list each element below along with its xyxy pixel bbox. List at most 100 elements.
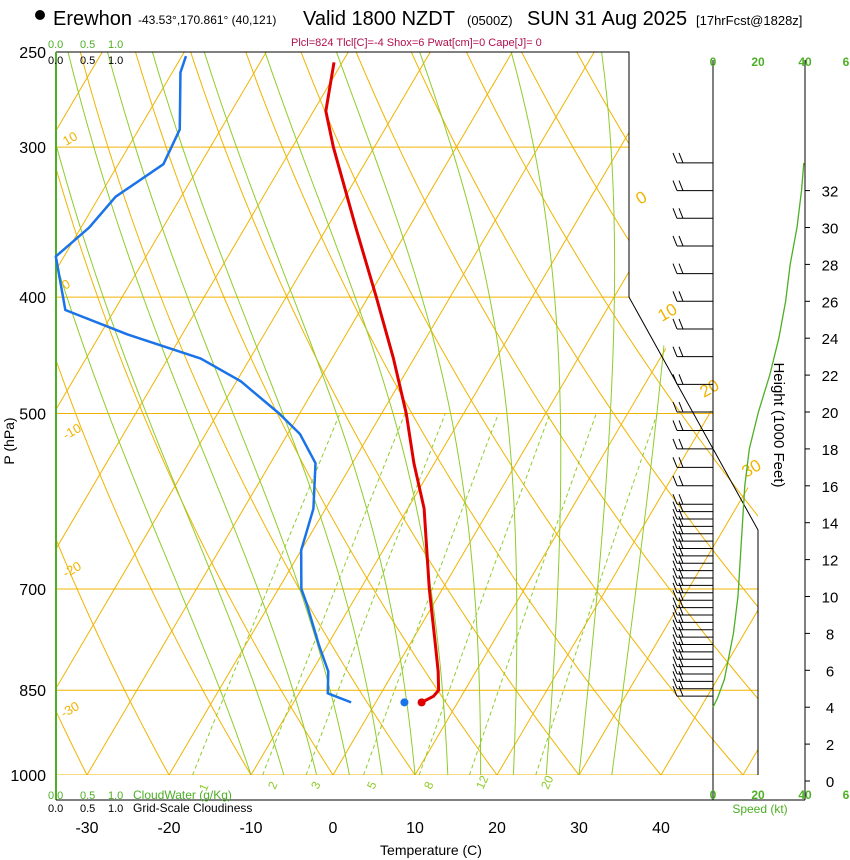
wind-barb [672, 318, 713, 330]
dry-adiabat-line [300, 52, 744, 775]
plot-frame [56, 51, 759, 775]
isotherm-line [56, 52, 431, 775]
temperature-tick-label: -20 [157, 820, 180, 837]
plot-grid [56, 52, 758, 775]
isotherm-label: 10 [60, 128, 80, 148]
height-tick-label: 18 [822, 442, 839, 459]
speed-tick-bottom: 0 [710, 788, 717, 802]
wind-barb [672, 604, 713, 616]
dry-adiabat-line [79, 52, 416, 775]
wind-barb [672, 538, 713, 550]
wind-barb [672, 494, 713, 505]
cloudiness-label: Grid-Scale Cloudiness [133, 801, 252, 815]
temperature-trace [324, 62, 441, 704]
y-axis-title: P (hPa) [1, 417, 17, 464]
wind-barb [672, 420, 713, 431]
dry-adiabat-line [465, 52, 758, 775]
wind-barb [672, 612, 713, 623]
height-tick-label: 22 [822, 368, 839, 385]
mixing-ratio-label: 8 [421, 779, 437, 791]
isotherm-line [578, 52, 758, 775]
height-tick-label: 10 [822, 590, 839, 607]
temperature-tick-label: -10 [239, 820, 262, 837]
wind-barb [672, 152, 713, 164]
surface-dewpoint-marker [400, 698, 409, 707]
wind-barb [672, 346, 713, 358]
speed-tick-top: 6 [843, 55, 850, 69]
dry-adiabat-line [355, 52, 758, 775]
height-tick-label: 30 [822, 221, 839, 238]
cloud-scale-top-green: 1.0 [108, 39, 123, 51]
forecast-info: [17hrFcst@1828z] [696, 13, 803, 28]
height-tick-label: 16 [822, 479, 839, 496]
cloud-scale-bottom-black: 1.0 [108, 803, 123, 815]
surface-temperature-marker [417, 698, 426, 707]
speed-tick-bottom: 20 [751, 788, 765, 802]
cloud-scale-top-black: 0.5 [80, 55, 95, 67]
mixing-ratio-label: 20 [538, 773, 556, 791]
mixing-ratio-line [535, 413, 658, 775]
height-tick-label: 0 [826, 774, 834, 791]
wind-barb [672, 626, 713, 638]
wind-barb [672, 291, 713, 302]
dry-adiabat-line [135, 52, 498, 775]
moist-adiabat-line [336, 52, 482, 775]
wind-barb [672, 685, 713, 697]
cloud-scale-top-black: 1.0 [108, 55, 123, 67]
dry-adiabat-line [245, 52, 662, 775]
cloud-scale-bottom-green: 0.5 [80, 790, 95, 802]
wind-barb [672, 582, 713, 594]
wind-barb [672, 634, 713, 645]
wind-barb [672, 567, 713, 579]
isotherm-line [56, 52, 267, 775]
speed-axis-title: Speed (kt) [732, 802, 787, 816]
valid-date: SUN 31 Aug 2025 [527, 8, 688, 30]
wind-barb [672, 235, 713, 247]
wind-barb [672, 671, 713, 682]
x-axis-title: Temperature (C) [380, 842, 482, 858]
wind-barb [672, 457, 713, 468]
height-tick-label: 20 [822, 405, 839, 422]
pressure-tick-label: 850 [19, 683, 46, 700]
wind-barb [672, 438, 713, 450]
height-axis-title: Height (1000 Feet) [770, 362, 787, 487]
isotherm-label: -30 [58, 698, 82, 720]
moist-adiabat-line [56, 52, 285, 775]
temperature-tick-label: -30 [75, 820, 98, 837]
wind-barb [672, 263, 713, 275]
dry-adiabat-line [56, 52, 334, 775]
wind-barb [672, 508, 713, 520]
location-name: Erewhon [53, 8, 132, 30]
isotherm-line [56, 52, 349, 775]
isotherm-label: 20 [697, 376, 723, 402]
wind-barb [672, 656, 713, 668]
height-tick-label: 14 [822, 516, 839, 533]
wind-speed-trace [712, 162, 805, 708]
wind-barb [672, 663, 713, 675]
wind-barb [672, 401, 713, 413]
mixing-ratio-label: 2 [265, 779, 281, 791]
wind-barb [672, 530, 713, 542]
pressure-tick-label: 300 [19, 140, 46, 157]
wind-barb [672, 208, 713, 219]
height-tick-label: 8 [826, 626, 834, 643]
speed-tick-top: 20 [751, 55, 765, 69]
isotherm-line [414, 52, 758, 775]
temperature-tick-label: 20 [488, 820, 506, 837]
valid-time: Valid 1800 NZDT [303, 8, 455, 30]
pressure-tick-label: 1000 [10, 768, 46, 785]
mixing-ratio-line [468, 413, 597, 775]
temperature-tick-label: 40 [652, 820, 670, 837]
height-tick-label: 32 [822, 184, 839, 201]
temperature-tick-label: 30 [570, 820, 588, 837]
height-tick-label: 4 [826, 700, 834, 717]
wind-barb [672, 619, 713, 631]
pressure-tick-label: 500 [19, 407, 46, 424]
wind-barb [672, 641, 713, 653]
height-tick-label: 6 [826, 663, 834, 680]
wind-barb [672, 597, 713, 609]
wind-barb [672, 678, 713, 690]
wind-barb [672, 180, 713, 192]
cloudwater-label: CloudWater (g/Kg) [133, 788, 232, 802]
